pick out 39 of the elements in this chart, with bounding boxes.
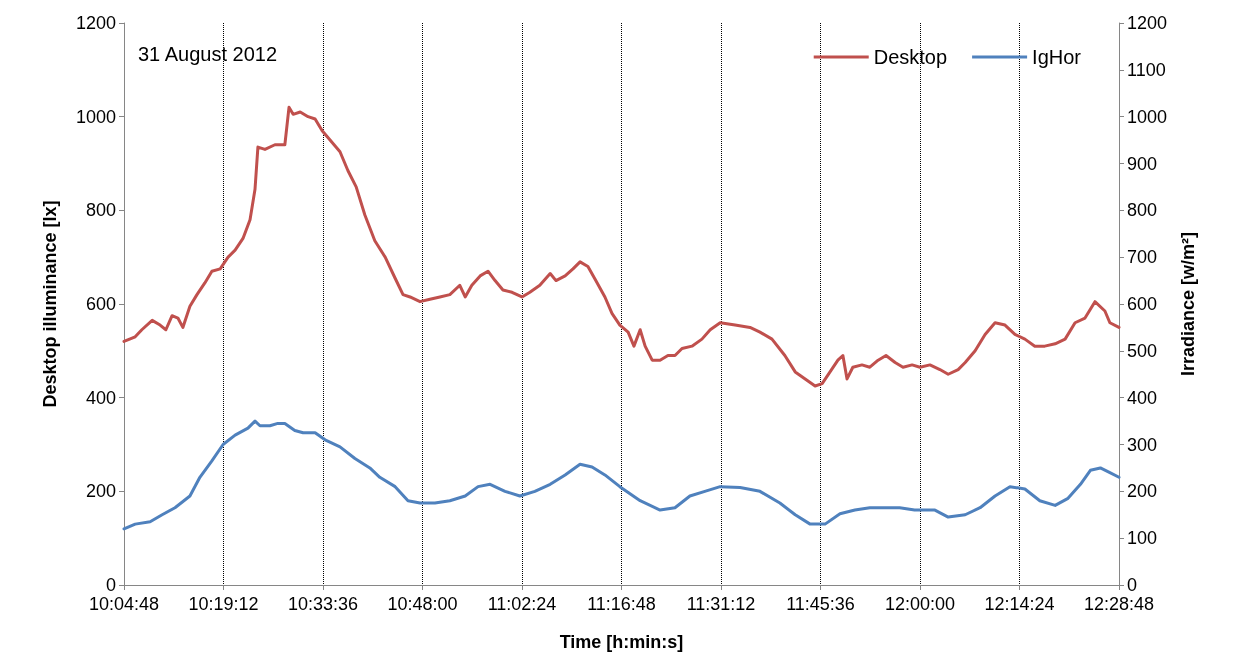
y2-tick-label: 500 — [1127, 340, 1158, 361]
y2-tick-label: 900 — [1127, 153, 1158, 174]
y2-tick-label: 600 — [1127, 294, 1158, 314]
y2-tick-label: 700 — [1127, 247, 1158, 268]
y2-tick-label: 1000 — [1127, 106, 1168, 127]
y-axis-title: Desktop illuminance [lx] — [40, 200, 60, 408]
y2-tick-label: 1200 — [1127, 13, 1168, 33]
legend-label: IgHor — [1032, 46, 1082, 68]
y2-tick-label: 300 — [1127, 434, 1158, 455]
x-tick-label: 11:16:48 — [587, 594, 656, 614]
y-tick-label: 400 — [85, 387, 116, 408]
x-tick-label: 10:33:36 — [287, 594, 359, 614]
x-tick-label: 12:28:48 — [1083, 594, 1155, 614]
y-tick-label: 0 — [105, 575, 116, 595]
y-tick-label: 800 — [85, 200, 116, 221]
x-tick-label: 12:00:00 — [884, 594, 956, 614]
y2-tick-label: 1100 — [1127, 59, 1166, 80]
x-tick-label: 10:19:12 — [188, 594, 259, 614]
line-series — [122, 419, 1121, 531]
x-tick-label: 11:02:24 — [487, 594, 557, 614]
y2-tick-label: 200 — [1127, 481, 1158, 502]
y2-axis-title: Irradiance [w/m²] — [1178, 231, 1198, 377]
y2-tick-label: 800 — [1127, 200, 1158, 221]
y2-tick-label: 0 — [1127, 575, 1138, 595]
x-tick-label: 12:14:24 — [984, 594, 1055, 614]
y-tick-label: 1200 — [75, 13, 116, 33]
x-tick-label: 11:31:12 — [686, 594, 756, 614]
y-tick-label: 600 — [85, 294, 116, 314]
y-tick-label: 200 — [85, 481, 116, 502]
x-axis-title: Time [h:min:s] — [559, 632, 684, 652]
legend-label: Desktop — [873, 46, 948, 68]
annotation: 31 August 2012 — [138, 43, 278, 65]
x-tick-label: 10:04:48 — [88, 594, 160, 614]
x-tick-label: 11:45:36 — [786, 594, 855, 614]
y-tick-label: 1000 — [75, 106, 116, 127]
line-series — [122, 105, 1121, 388]
y2-tick-label: 100 — [1127, 528, 1158, 549]
x-tick-label: 10:48:00 — [387, 594, 458, 614]
y2-tick-label: 400 — [1127, 387, 1158, 408]
